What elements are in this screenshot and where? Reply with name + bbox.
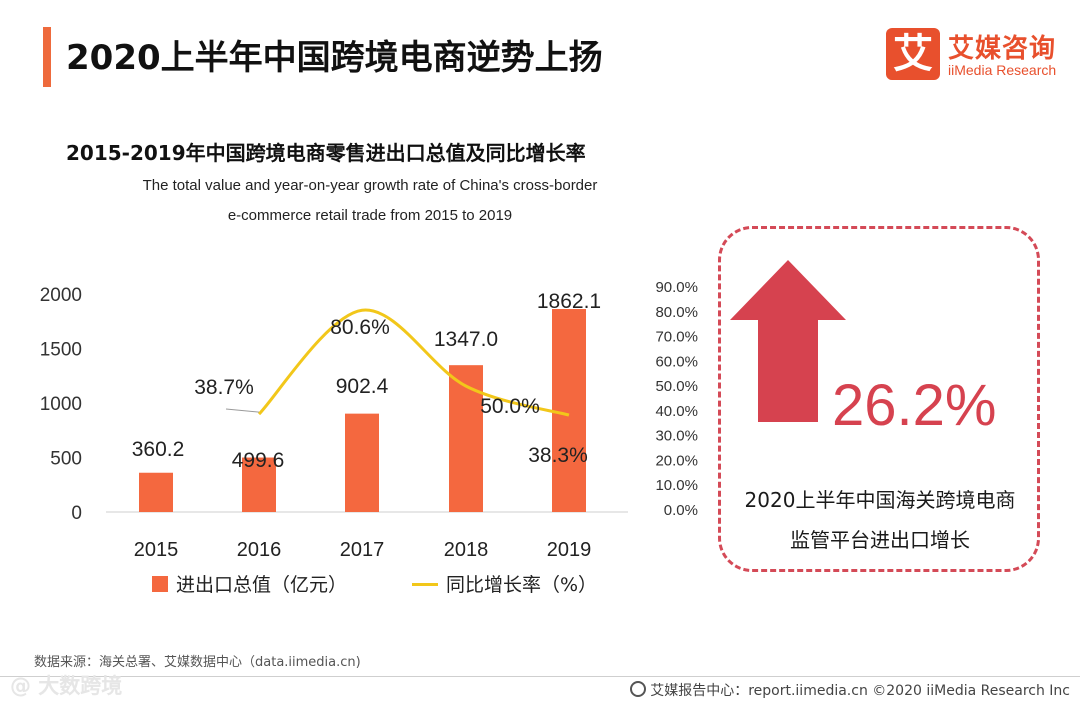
legend-line-swatch [412,583,438,586]
y-right-tick-label: 70.0% [655,329,698,346]
legend-bar: 进出口总值（亿元） [152,570,347,597]
footer-divider [0,676,1080,677]
y-right-tick-label: 60.0% [655,353,698,370]
line-value-label: 50.0% [480,395,540,418]
bar [139,472,173,512]
line-value-label: 38.7% [194,376,254,399]
bar-value-label: 1862.1 [537,290,601,313]
title-accent-bar [43,27,51,87]
footer-text: 艾媒报告中心：report.iimedia.cn ©2020 iiMedia R… [650,683,1070,699]
legend-line-label: 同比增长率（%） [446,574,598,596]
y-right-tick-label: 40.0% [655,403,698,420]
x-tick-label: 2017 [340,539,385,561]
line-value-label: 80.6% [330,316,390,339]
legend-line: 同比增长率（%） [412,570,597,597]
y-right-tick-label: 20.0% [655,452,698,469]
legend-bar-swatch [152,576,168,592]
x-tick-label: 2016 [237,539,282,561]
growth-caption-line2: 监管平台进出口增长 [790,528,970,552]
y-right-tick-label: 10.0% [655,477,698,494]
bar [552,309,586,512]
logo-english-name: iiMedia Research [948,62,1057,78]
bar-value-label: 902.4 [336,375,389,398]
y-right-tick-label: 30.0% [655,428,698,445]
x-tick-label: 2015 [134,539,179,561]
bar-value-label: 1347.0 [434,328,498,351]
bar [345,413,379,512]
growth-line [257,308,570,417]
bar [242,457,276,512]
chart-subtitle-line2: e-commerce retail trade from 2015 to 201… [227,207,513,224]
chart-subtitle-line1: The total value and year-on-year growth … [142,177,598,194]
chart-title: 2015-2019年中国跨境电商零售进出口总值及同比增长率 [66,141,586,165]
growth-callout-box [718,226,1040,572]
up-arrow-icon [730,260,846,422]
page-title: 2020上半年中国跨境电商逆势上扬 [66,38,603,78]
y-right-tick-label: 0.0% [664,502,698,519]
data-source: 数据来源：海关总署、艾媒数据中心（data.iimedia.cn) [34,655,361,670]
footer-credit: 艾媒报告中心：report.iimedia.cn ©2020 iiMedia R… [630,680,1070,700]
growth-caption-line1: 2020上半年中国海关跨境电商 [744,488,1016,512]
line-value-label: 38.3% [528,444,588,467]
y-right-tick-label: 90.0% [655,279,698,296]
y-right-tick-label: 50.0% [655,378,698,395]
y-right-tick-label: 80.0% [655,304,698,321]
legend-bar-label: 进出口总值（亿元） [176,574,348,596]
bar-value-label: 360.2 [132,438,185,461]
logo-mark-icon: 艾 [886,28,940,80]
globe-icon [630,681,647,697]
x-tick-label: 2018 [444,539,489,561]
label-leader-line [225,408,260,413]
growth-value: 26.2% [832,373,997,438]
logo-chinese-name: 艾媒咨询 [948,34,1057,64]
watermark: @ 大数跨境 [10,674,123,698]
bar-value-label: 499.6 [232,449,285,472]
iimedia-logo: 艾 艾媒咨询 iiMedia Research [886,28,1066,84]
y-left-tick-label: 500 [50,449,82,470]
y-left-tick-label: 2000 [40,285,82,306]
y-left-tick-label: 0 [71,503,82,524]
y-left-tick-label: 1500 [40,340,82,361]
x-tick-label: 2019 [547,539,592,561]
y-left-tick-label: 1000 [40,394,82,415]
